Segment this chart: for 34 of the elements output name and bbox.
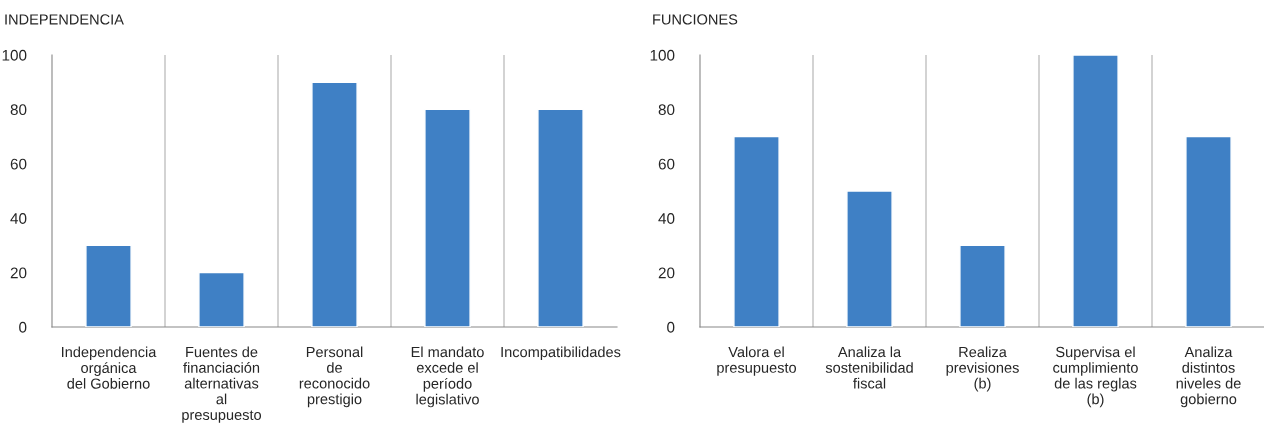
x-tick-label: Analiza distintos niveles de gobierno [1176,346,1241,408]
bar [198,271,245,327]
x-tick-label: El mandato excede el período legislativo [411,346,484,408]
y-tick-label: 0 [19,321,27,333]
bar [1072,55,1119,327]
x-tick-label: Realiza previsiones (b) [946,346,1019,392]
y-tick-label: 100 [650,49,675,61]
bar [85,244,132,327]
y-tick-label: 80 [10,104,27,116]
bar [537,108,584,327]
bar [846,190,893,327]
x-tick-label: Valora el presupuesto [717,346,797,376]
chart-title: FUNCIONES [653,14,738,25]
y-tick-label: 60 [10,158,27,170]
x-tick-label: Independencia orgánica del Gobierno [62,346,157,389]
bar [311,81,358,327]
y-tick-label: 20 [658,267,675,279]
chart-title: INDEPENDENCIA [5,14,124,25]
y-tick-label: 40 [10,213,27,224]
bar [1185,135,1232,327]
y-tick-label: 20 [10,267,27,279]
bar [959,244,1006,327]
y-tick-label: 60 [658,158,675,170]
bar [424,108,471,327]
x-tick-label: Personal de reconocido prestigio [299,346,370,408]
y-tick-label: 80 [658,104,675,116]
y-tick-label: 0 [667,321,675,333]
x-tick-label: Incompatibilidades [501,346,621,361]
bar [733,135,780,327]
y-tick-label: 40 [658,213,675,224]
x-tick-label: Fuentes de financiación alternativas al presupuesto [182,346,262,423]
y-tick-label: 100 [2,49,27,61]
x-tick-label: Supervisa el cumplimiento de las reglas (b) [1053,346,1138,408]
x-tick-label: Analiza la sostenibilidad fiscal [825,346,913,389]
